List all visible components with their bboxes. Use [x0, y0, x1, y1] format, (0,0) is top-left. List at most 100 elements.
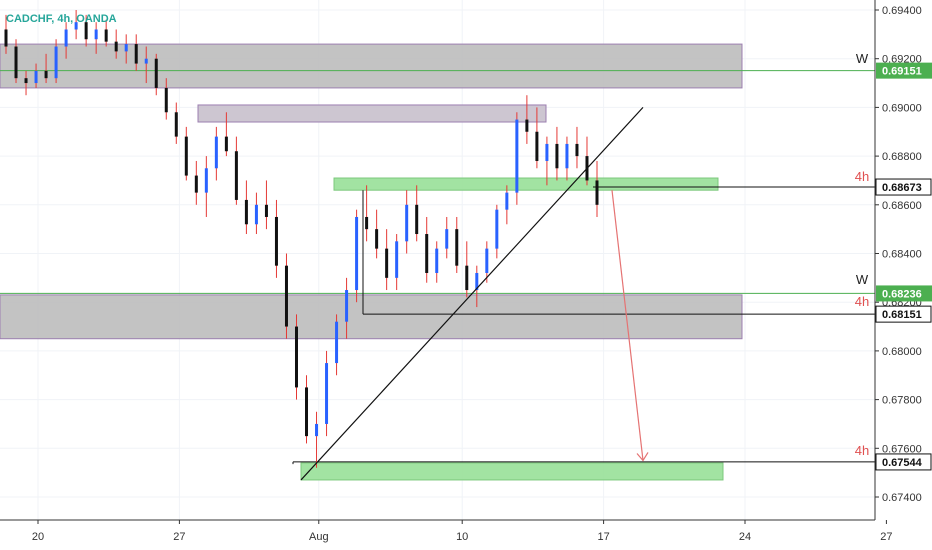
zone-labels: W 4h W 4h 4h — [855, 51, 869, 458]
candle-body — [154, 58, 158, 88]
price-tick-label: 0.68600 — [882, 200, 922, 212]
candle-body — [244, 199, 248, 225]
price-tick-label: 0.69200 — [882, 54, 922, 66]
candle-body — [515, 119, 519, 193]
candle-body — [305, 387, 309, 437]
candle-body — [455, 229, 459, 266]
candle-body — [465, 265, 469, 291]
candle-body — [204, 168, 208, 193]
symbol-label: CADCHF, 4h, OANDA — [6, 13, 117, 25]
price-tick-label: 0.69400 — [882, 5, 922, 17]
price-label-text: 0.67544 — [882, 457, 923, 469]
zone-supply — [0, 43, 743, 89]
candle-body — [164, 87, 168, 113]
zone-label: W — [856, 51, 869, 66]
candle-body — [104, 29, 108, 42]
candle-body — [405, 204, 409, 242]
price-label: 0.67544 — [875, 453, 932, 471]
price-label-text: 0.68673 — [882, 182, 922, 194]
candle-body — [505, 192, 509, 210]
zone-supply — [197, 104, 547, 123]
candle-body — [144, 58, 148, 64]
candle-body — [4, 29, 8, 47]
candle-body — [234, 151, 238, 200]
candle-body — [54, 46, 58, 79]
candle-body — [475, 272, 479, 291]
candle-body — [274, 216, 278, 266]
candle-body — [74, 22, 78, 30]
candle-body — [94, 29, 98, 40]
candle-body — [114, 41, 118, 52]
candle-body — [64, 29, 68, 47]
candle-body — [325, 363, 329, 424]
candle-body — [395, 241, 399, 278]
candle-body — [575, 143, 579, 157]
zone-label: 4h — [855, 443, 869, 458]
time-tick-label: 20 — [32, 531, 44, 543]
drawings — [300, 106, 649, 481]
candles — [4, 10, 599, 468]
candle-body — [14, 46, 18, 79]
price-label: 0.68673 — [875, 178, 932, 196]
candle-body — [565, 143, 569, 169]
projection-arrow-line — [611, 190, 644, 461]
candle-body — [264, 204, 268, 217]
zone-label: W — [856, 272, 869, 287]
price-label-box — [876, 285, 932, 302]
candle-body — [174, 112, 178, 137]
candle-body — [194, 175, 198, 193]
candle-body — [134, 44, 138, 64]
zones — [0, 43, 743, 481]
candle-body — [555, 143, 559, 169]
candle-body — [315, 423, 319, 437]
candle-body — [385, 248, 389, 278]
time-tick-label: 10 — [456, 531, 468, 543]
time-tick-label: 27 — [880, 531, 892, 543]
price-label-box — [875, 305, 932, 323]
time-tick-label: Aug — [309, 531, 329, 543]
price-tick-label: 0.68400 — [882, 249, 922, 261]
price-tick-label: 0.69000 — [882, 102, 922, 114]
candle-body — [335, 321, 339, 364]
candle-body — [284, 265, 288, 327]
price-label: 0.69151 — [876, 62, 932, 79]
price-label-box — [875, 178, 932, 196]
zone-supply — [0, 294, 743, 340]
price-label-box — [875, 453, 932, 471]
price-tick-label: 0.68800 — [882, 151, 922, 163]
candle-body — [24, 78, 28, 84]
projection-arrowhead — [636, 452, 649, 462]
time-tick-label: 27 — [173, 531, 185, 543]
zone-label: 4h — [855, 169, 869, 184]
price-tick-label: 0.67800 — [882, 395, 922, 407]
zone-label: 4h — [855, 294, 869, 309]
time-tick-label: 17 — [597, 531, 609, 543]
candle-body — [34, 70, 38, 84]
candle-body — [595, 180, 599, 205]
candle-body — [535, 131, 539, 161]
candle-body — [355, 216, 359, 291]
zone-demand — [300, 462, 724, 481]
candle-body — [214, 136, 218, 169]
candle-body — [224, 136, 228, 152]
price-tick-label: 0.67400 — [882, 492, 922, 504]
zone-demand — [333, 177, 719, 191]
price-label-text: 0.68236 — [882, 288, 922, 300]
candle-body — [84, 22, 88, 40]
candle-body — [345, 290, 349, 322]
time-tick-label: 24 — [739, 531, 751, 543]
price-tick-label: 0.68000 — [882, 346, 922, 358]
price-label-text: 0.69151 — [882, 66, 922, 78]
trendline — [300, 106, 644, 481]
candle-body — [445, 229, 449, 249]
candle-body — [435, 248, 439, 273]
candle-body — [525, 119, 529, 132]
candle-body — [124, 44, 128, 52]
candle-body — [365, 216, 369, 230]
candle-body — [545, 143, 549, 161]
candle-body — [415, 204, 419, 235]
price-label-box — [876, 62, 932, 79]
candle-body — [375, 229, 379, 249]
